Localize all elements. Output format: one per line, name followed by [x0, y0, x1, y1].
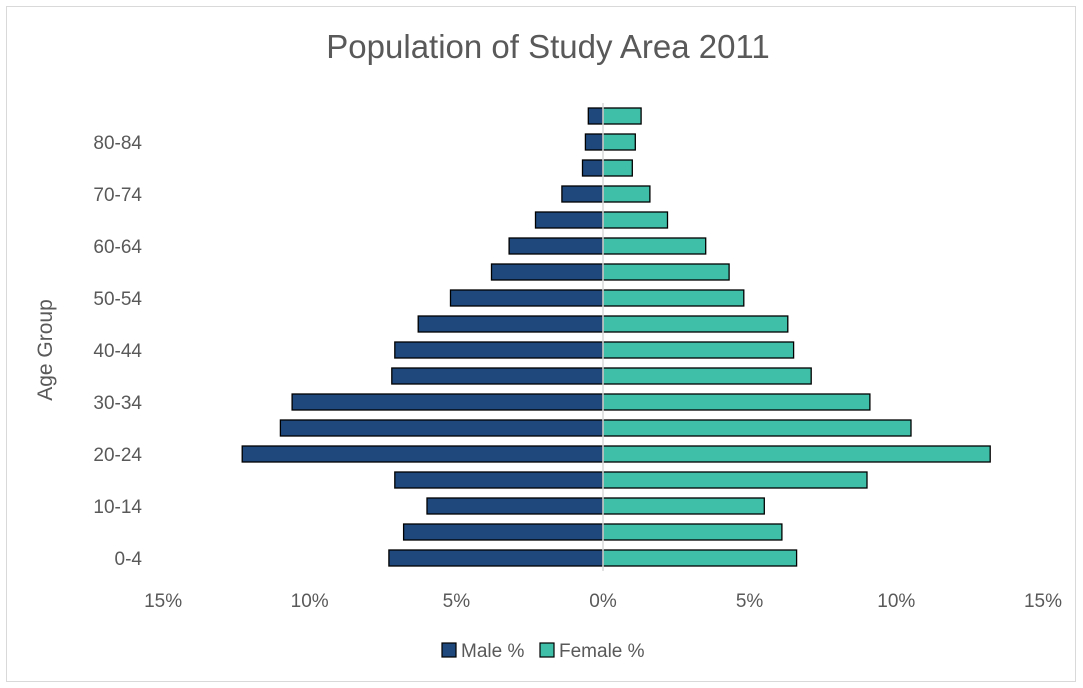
male-bar-20-24	[241, 445, 604, 463]
female-bar-60-64	[602, 237, 707, 255]
x-tick-label: 15%	[144, 591, 182, 612]
female-bar-45-49	[602, 315, 789, 333]
male-bar-0-4	[388, 549, 604, 567]
y-tick-label: 70-74	[93, 185, 142, 206]
x-tick-label: 0%	[589, 591, 617, 612]
male-bar-80-84	[584, 133, 604, 151]
male-bar-10-14	[426, 497, 604, 515]
female-bar-30-34	[602, 393, 871, 411]
y-tick-label: 0-4	[115, 549, 143, 570]
female-bar-20-24	[602, 445, 991, 463]
male-bar-60-64	[508, 237, 604, 255]
female-bar-70-74	[602, 185, 651, 203]
x-tick-label: 10%	[877, 591, 915, 612]
x-tick-label: 15%	[1024, 591, 1062, 612]
female-bar-5-9	[602, 523, 783, 541]
x-tick-label: 5%	[443, 591, 471, 612]
male-bar-85+	[587, 107, 604, 125]
female-bar-75-79	[602, 159, 633, 177]
y-tick-label: 10-14	[93, 497, 142, 518]
y-tick-label: 40-44	[93, 341, 142, 362]
legend-swatch-female	[539, 642, 555, 658]
female-bar-55-59	[602, 263, 730, 281]
female-bar-25-29	[602, 419, 912, 437]
y-tick-label: 30-34	[93, 393, 142, 414]
y-tick-label: 20-24	[93, 445, 142, 466]
y-tick-label: 50-54	[93, 289, 142, 310]
female-bar-35-39	[602, 367, 812, 385]
male-bar-25-29	[279, 419, 604, 437]
legend-swatch-male	[441, 642, 457, 658]
male-bar-55-59	[490, 263, 604, 281]
female-bar-50-54	[602, 289, 745, 307]
x-tick-labels: 15% 10% 5% 0% 5% 10% 15%	[144, 591, 1062, 612]
bars-group	[241, 107, 991, 567]
male-bar-70-74	[561, 185, 604, 203]
legend: Male % Female %	[441, 641, 645, 662]
male-bar-50-54	[449, 289, 604, 307]
y-axis-title: Age Group	[34, 299, 57, 401]
legend-label-male: Male %	[461, 641, 524, 662]
male-bar-45-49	[417, 315, 604, 333]
male-bar-40-44	[394, 341, 604, 359]
male-bar-5-9	[402, 523, 604, 541]
male-bar-30-34	[291, 393, 604, 411]
y-tick-label: 60-64	[93, 237, 142, 258]
female-bar-0-4	[602, 549, 798, 567]
y-tick-label: 80-84	[93, 133, 142, 154]
female-bar-80-84	[602, 133, 636, 151]
male-bar-75-79	[581, 159, 604, 177]
legend-label-female: Female %	[559, 641, 645, 662]
male-bar-65-69	[534, 211, 604, 229]
female-bar-40-44	[602, 341, 795, 359]
female-bar-10-14	[602, 497, 765, 515]
x-tick-label: 5%	[736, 591, 764, 612]
x-tick-label: 10%	[291, 591, 329, 612]
female-bar-15-19	[602, 471, 868, 489]
y-tick-labels: 0-4 10-14 20-24 30-34 40-44 50-54 60-64 70-74 80…	[93, 133, 142, 570]
chart-title: Population of Study Area 2011	[326, 28, 769, 65]
male-bar-15-19	[394, 471, 604, 489]
male-bar-35-39	[391, 367, 604, 385]
female-bar-85+	[602, 107, 642, 125]
female-bar-65-69	[602, 211, 669, 229]
